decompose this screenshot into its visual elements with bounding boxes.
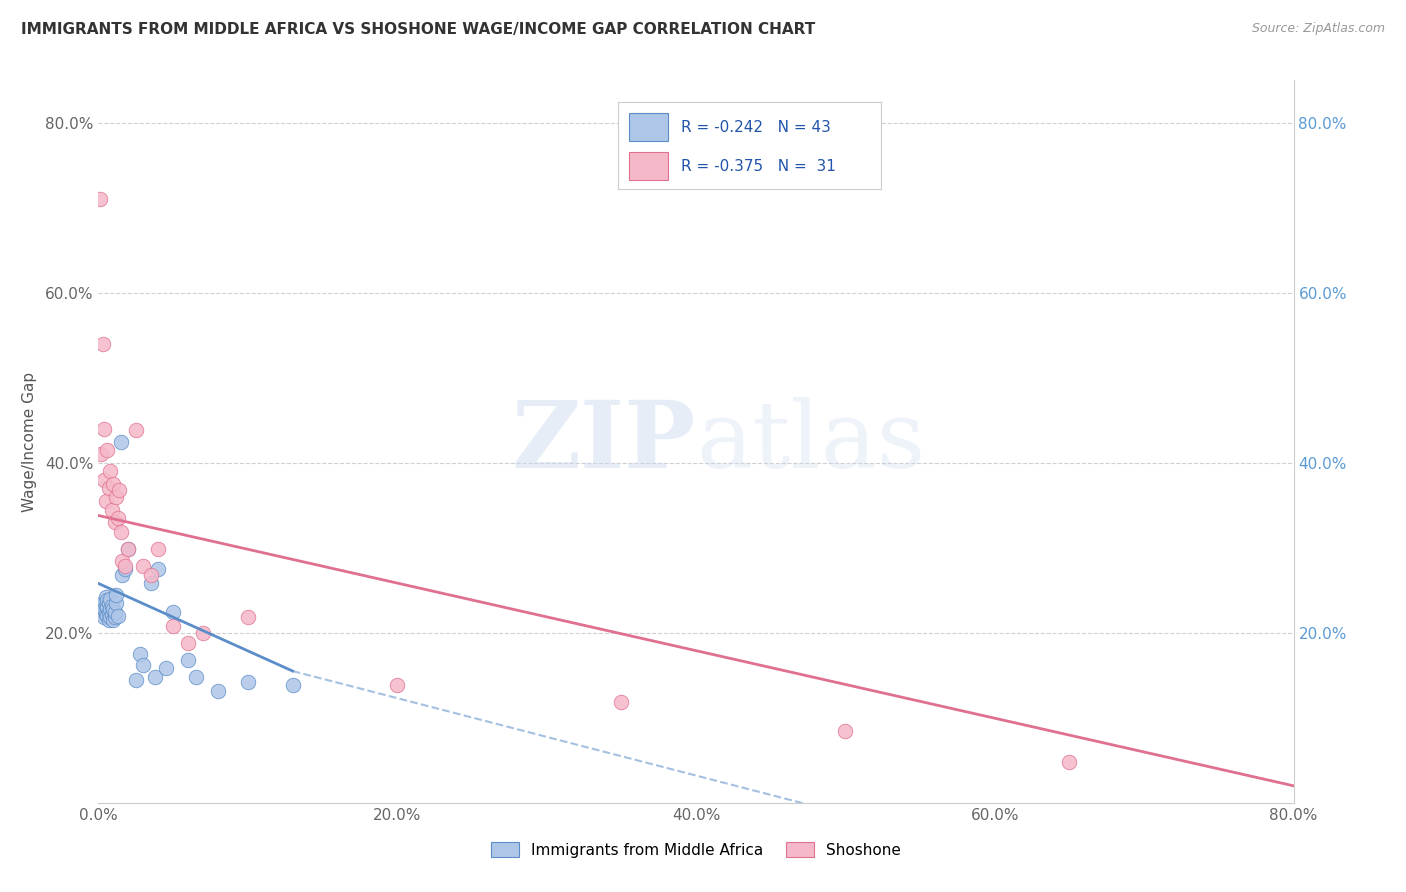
Point [96,593,118,607]
Point [129,647,152,661]
Point [96,600,118,615]
Point [98,610,122,624]
Point [207,683,229,698]
Point [155,661,177,675]
Point [148,542,170,557]
Point [177,636,200,650]
Point [110,434,132,449]
Point [105,596,128,610]
Point [117,542,139,557]
Point [94,607,117,621]
Point [108,483,131,497]
Point [93,422,115,436]
Point [110,525,132,540]
Point [132,559,155,574]
Point [117,542,139,557]
Point [1059,755,1081,769]
Point [97,596,120,610]
Point [91,596,114,610]
Text: IMMIGRANTS FROM MIDDLE AFRICA VS SHOSHONE WAGE/INCOME GAP CORRELATION CHART: IMMIGRANTS FROM MIDDLE AFRICA VS SHOSHON… [21,22,815,37]
Point [162,619,184,633]
Point [97,605,120,619]
Point [94,494,117,508]
Y-axis label: Wage/Income Gap: Wage/Income Gap [21,371,37,512]
Point [103,477,125,491]
Point [98,602,122,616]
Point [385,678,409,692]
Point [94,590,117,604]
Point [90,447,112,461]
Point [125,673,148,687]
Point [93,473,115,487]
Point [89,192,111,206]
Point [834,723,856,738]
Point [104,605,127,619]
Point [191,625,214,640]
Point [93,610,115,624]
Point [93,602,115,616]
Point [101,502,124,516]
Point [103,613,125,627]
Point [111,553,134,567]
Point [96,443,118,458]
Point [107,608,129,623]
Point [104,610,127,624]
Point [107,511,129,525]
Point [105,490,128,504]
Point [101,599,124,613]
Point [143,670,166,684]
Point [98,464,122,478]
Point [97,481,120,495]
Point [610,696,633,710]
Point [90,600,112,615]
Legend: Immigrants from Middle Africa, Shoshone: Immigrants from Middle Africa, Shoshone [485,836,907,863]
Point [114,562,136,576]
Point [281,678,304,692]
Text: Source: ZipAtlas.com: Source: ZipAtlas.com [1251,22,1385,36]
Point [125,424,148,438]
Point [132,658,155,673]
Point [97,613,120,627]
Text: atlas: atlas [696,397,925,486]
Point [96,608,118,623]
Point [104,516,127,530]
Point [236,675,259,690]
Point [177,653,200,667]
Point [105,588,128,602]
Point [139,568,162,582]
Point [139,576,162,591]
Point [91,605,114,619]
Point [91,336,114,351]
Text: ZIP: ZIP [512,397,696,486]
Point [101,607,124,621]
Point [184,670,207,684]
Point [162,605,184,619]
Point [114,559,136,574]
Point [103,602,125,616]
Point [148,562,170,576]
Point [236,610,259,624]
Point [94,599,117,613]
Point [111,568,134,582]
Point [98,591,122,606]
